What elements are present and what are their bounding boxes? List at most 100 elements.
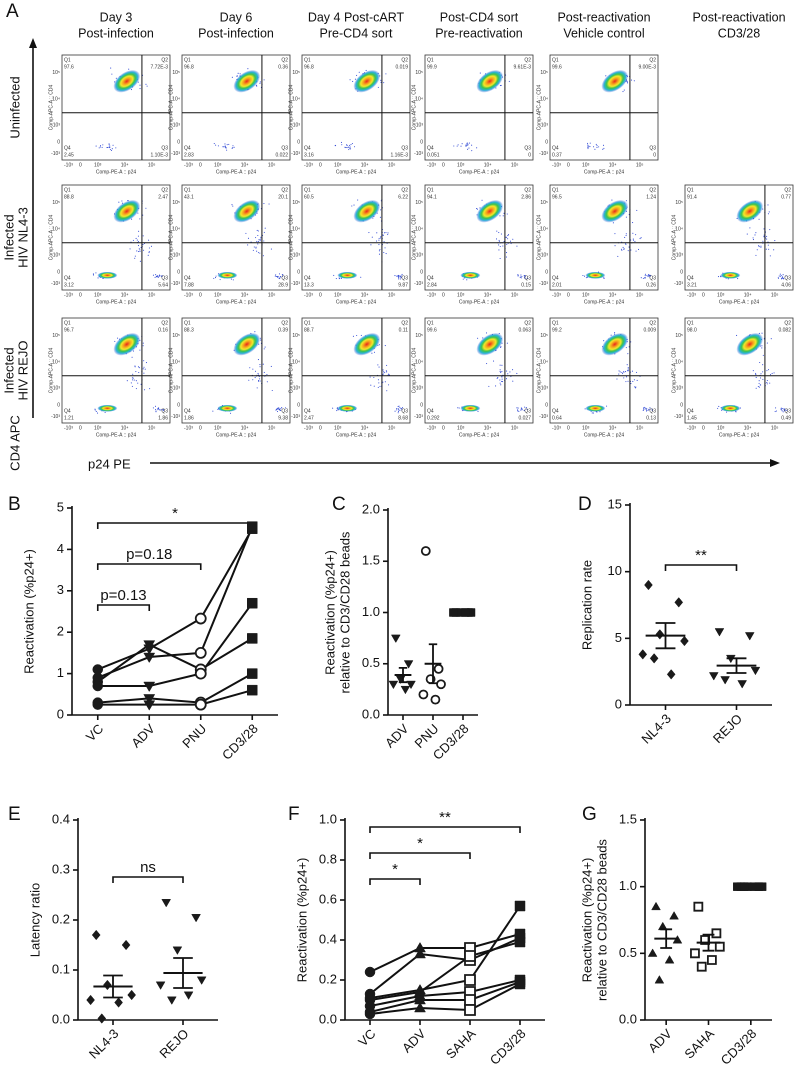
event-dot	[643, 408, 645, 410]
quadrant-value: 9.38	[278, 415, 288, 421]
event-dot	[358, 71, 360, 73]
event-dot	[762, 371, 764, 373]
event-dot	[623, 371, 625, 373]
plot-y-tick: 10³	[416, 253, 424, 259]
data-point	[400, 685, 411, 695]
event-dot	[257, 234, 259, 237]
event-dot	[640, 237, 642, 239]
plot-y-tick: 10³	[676, 386, 684, 392]
event-dot	[649, 276, 651, 278]
plot-y-tick: 0	[545, 269, 548, 275]
quadrant-value: 60.5	[304, 194, 314, 200]
quadrant-name: Q4	[427, 408, 434, 414]
event-dot	[259, 238, 261, 240]
column-header: Post-reactivation	[557, 10, 650, 24]
event-dot	[142, 244, 144, 246]
event-dot	[512, 369, 514, 371]
comparison-label: **	[439, 809, 451, 826]
event-dot	[781, 276, 784, 278]
plot-y-tick: -10³	[291, 151, 300, 157]
plot-y-tick: 0	[177, 402, 180, 408]
plot-y-tick: 10⁵	[415, 333, 423, 339]
event-dot	[636, 379, 638, 382]
plot-x-label: Comp-PE-A :: p24	[96, 432, 137, 438]
plot-x-tick: -10³	[184, 162, 193, 168]
event-dot	[774, 410, 776, 413]
event-dot	[627, 250, 629, 252]
quadrant-value: 28.9	[278, 282, 288, 288]
event-dot	[378, 253, 381, 255]
quadrant-value: 0.16	[158, 327, 168, 333]
event-dot	[259, 252, 261, 254]
event-dot	[755, 387, 757, 389]
event-dot	[275, 275, 278, 278]
plot-frame	[181, 317, 291, 424]
event-dot	[466, 143, 468, 145]
data-point	[714, 941, 725, 952]
event-dot	[505, 378, 508, 380]
data-point	[247, 668, 258, 679]
event-dot	[505, 236, 508, 238]
event-dot	[610, 334, 612, 336]
event-dot	[499, 370, 501, 373]
event-dot	[139, 260, 141, 262]
quadrant-value: 5.64	[158, 282, 168, 288]
plot-frame	[549, 184, 659, 291]
quadrant-value: 96.5	[552, 194, 562, 200]
event-dot	[155, 410, 157, 412]
quadrant-value: 99.2	[552, 327, 562, 333]
event-dot	[131, 356, 133, 358]
event-dot	[338, 277, 340, 279]
panel-letter: D	[578, 494, 592, 515]
event-dot	[605, 405, 608, 407]
plot-x-tick: 10³	[94, 292, 102, 298]
event-dot	[630, 249, 632, 251]
event-dot	[499, 369, 501, 371]
event-dot	[375, 240, 378, 242]
quadrant-value: 0.022	[275, 152, 288, 158]
plot-x-tick: 10³	[457, 425, 465, 431]
event-dot	[142, 368, 144, 370]
event-dot	[213, 277, 215, 279]
plot-x-tick: 0	[79, 425, 82, 431]
event-dot	[488, 385, 490, 387]
plot-x-tick: 0	[319, 162, 322, 168]
event-dot	[396, 409, 398, 411]
plot-y-tick: 10⁵	[540, 333, 548, 339]
event-dot	[134, 255, 136, 257]
plot-x-tick: 10⁵	[268, 425, 276, 431]
event-dot	[376, 232, 378, 234]
event-dot	[97, 277, 99, 279]
sem-bar	[655, 622, 676, 650]
quadrant-name: Q3	[784, 408, 791, 414]
density-blob	[460, 271, 481, 279]
event-dot	[130, 89, 133, 91]
event-dot	[518, 410, 520, 412]
plot-y-tick: 10⁴	[675, 359, 683, 365]
plot-x-tick: 10⁴	[609, 292, 617, 298]
event-dot	[341, 144, 343, 146]
quadrant-name: Q2	[401, 320, 408, 326]
plot-y-label: Comp-APC-A :: CD4	[48, 215, 54, 261]
x-tick-label: ADV	[382, 721, 412, 751]
event-dot	[509, 240, 512, 242]
event-dot	[760, 373, 762, 375]
event-dot	[351, 142, 353, 145]
plot-y-tick: 10³	[293, 253, 301, 259]
plot-y-tick: 0	[545, 139, 548, 145]
plot-frame	[424, 54, 534, 161]
plot-y-tick: 0	[420, 402, 423, 408]
event-dot	[457, 407, 459, 409]
sem-bar	[702, 933, 715, 952]
plot-y-tick: 10⁵	[172, 333, 180, 339]
column-header: Post-reactivation	[692, 10, 785, 24]
event-dot	[121, 200, 123, 202]
data-point	[430, 694, 441, 705]
event-dot	[353, 204, 355, 206]
event-dot	[589, 142, 591, 144]
event-dot	[263, 348, 265, 350]
event-dot	[501, 381, 503, 383]
plot-y-tick: 10⁴	[52, 359, 60, 365]
event-dot	[382, 234, 384, 236]
event-dot	[371, 352, 373, 354]
